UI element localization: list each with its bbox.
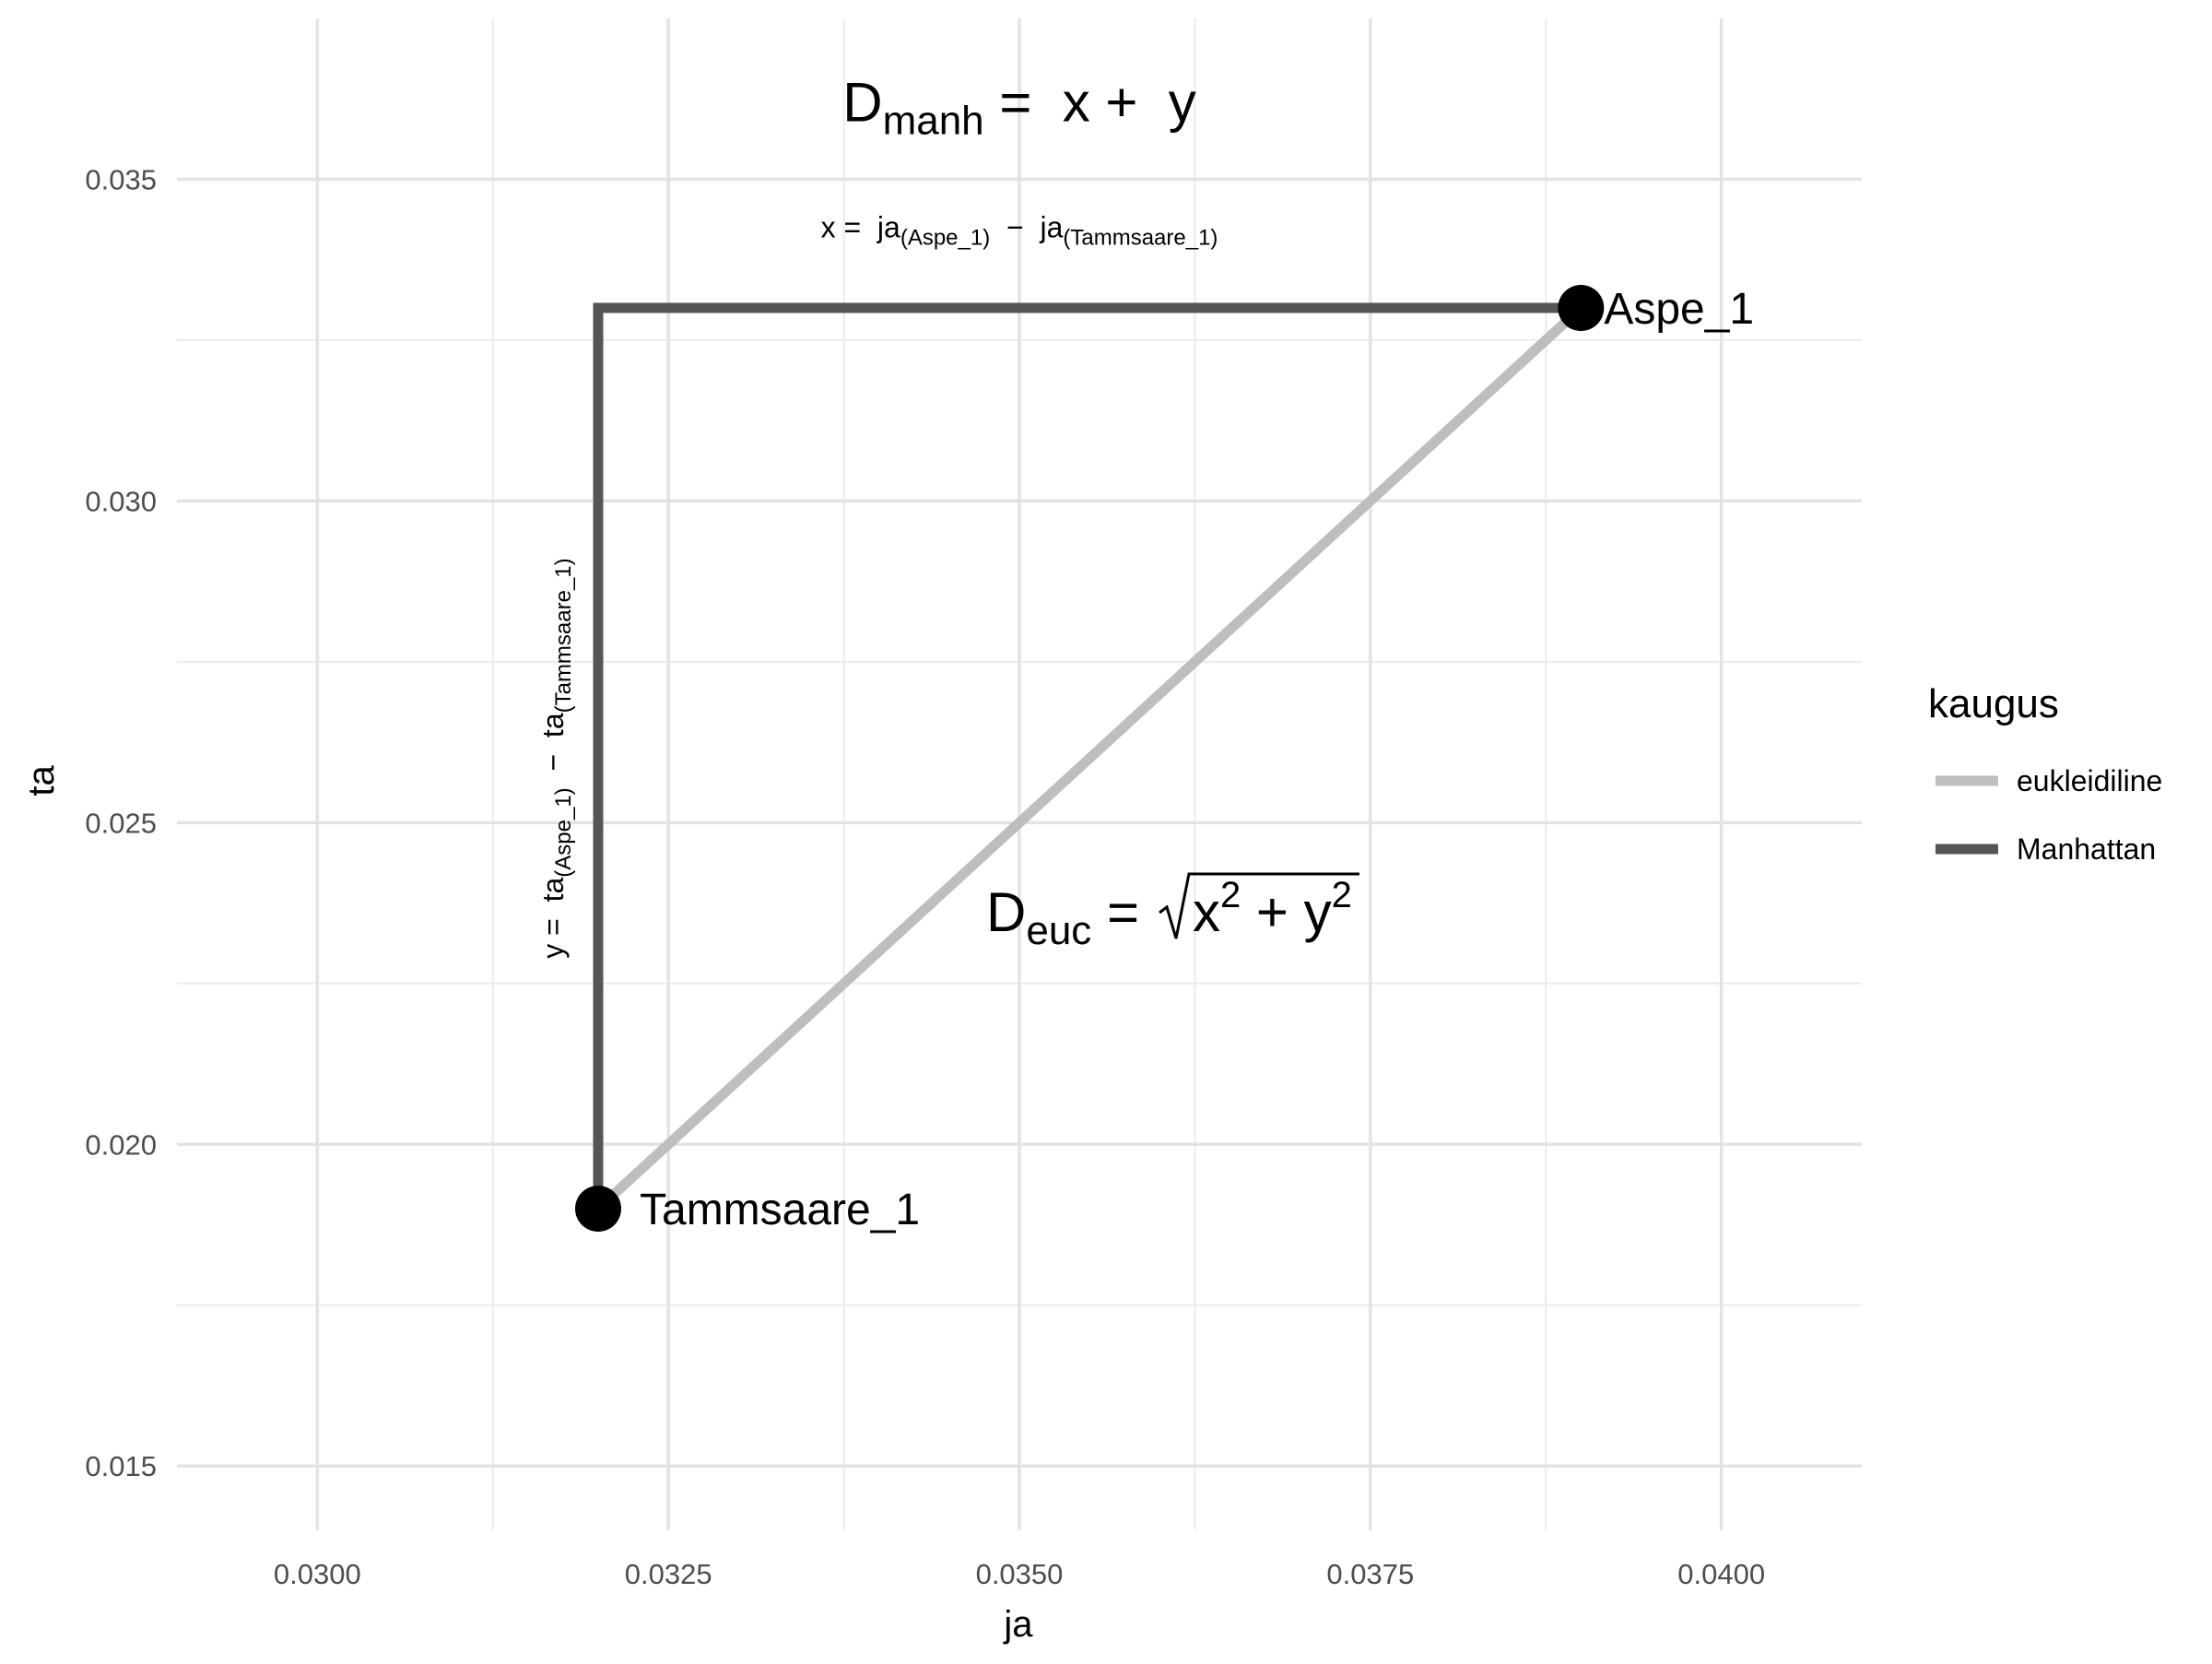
svg-text:y = ta(Aspe_1) − ta(Tammsaa: y = ta(Aspe_1) − ta(Tammsaare_1) [536,558,576,958]
y-formula-mid: − ta [536,713,570,787]
x-formula-sub2: (Tammsaare_1) [1063,225,1218,250]
d-manh-symbol: D [842,72,882,134]
y-axis: 0.015 0.020 0.025 0.030 0.035 [85,163,157,1482]
y-formula-sub1: (Aspe_1) [551,787,576,877]
point-tammsaare_1 [575,1186,621,1233]
x-tick-label: 0.0400 [1677,1558,1765,1590]
y-formula-sub2: (Tammsaare_1) [551,558,576,713]
series-line-manhattan [593,302,1582,1210]
x-axis: 0.0300 0.0325 0.0350 0.0375 0.0400 [274,1558,1765,1590]
svg-text:x = ja(Aspe_1) − ja(Tammsaa: x = ja(Aspe_1) − ja(Tammsaare_1) [821,210,1218,250]
svg-text:Dmanh = x + y: Dmanh = x + y [842,72,1196,144]
annotation-d-manh: Dmanh = x + y [842,72,1196,144]
y-tick-label: 0.030 [85,485,157,517]
grid-major [177,18,1862,1530]
x-tick-label: 0.0375 [1326,1558,1414,1590]
y-tick-label: 0.015 [85,1450,157,1482]
x-formula-mid: − ja [990,210,1063,243]
legend: kaugus eukleidiline Manhattan [1928,681,2162,866]
x-tick-label: 0.0325 [625,1558,712,1590]
d-manh-subscript: manh [883,99,984,144]
d-euc-symbol: D [986,881,1026,943]
point-label: Tammsaare_1 [640,1186,920,1234]
d-euc-sup-y: 2 [1332,875,1352,915]
x-formula-start: x = ja [821,210,900,243]
y-formula-start: y = ta [536,878,570,959]
d-euc-radicand-x: x [1193,881,1220,943]
d-manh-expression: = x + y [984,72,1196,134]
x-formula-sub1: (Aspe_1) [900,225,990,250]
y-tick-label: 0.035 [85,163,157,195]
y-tick-label: 0.020 [85,1128,157,1161]
d-euc-equals: = [1091,881,1154,943]
svg-text:x2 + y2: x2 + y2 [1193,875,1352,943]
x-tick-label: 0.0300 [274,1558,361,1590]
legend-label: Manhattan [2017,832,2156,866]
d-euc-radicand-y: + y [1241,881,1331,943]
point-aspe_1 [1558,285,1605,332]
annotation-d-euc: Deuc = x2 + y2 [986,872,1359,953]
annotation-y-formula: y = ta(Aspe_1) − ta(Tammsaare_1) [536,558,576,958]
y-axis-label: ta [21,765,62,797]
d-euc-sup-x: 2 [1220,875,1241,915]
x-axis-label: ja [1003,1604,1033,1645]
series-layer [593,302,1585,1213]
x-tick-label: 0.0350 [976,1558,1064,1590]
y-tick-label: 0.025 [85,807,157,839]
legend-label: eukleidiline [2017,764,2162,797]
d-euc-subscript: euc [1026,908,1091,953]
sqrt-sign [1159,872,1359,939]
annotation-x-formula: x = ja(Aspe_1) − ja(Tammsaare_1) [821,210,1218,250]
point-label: Aspe_1 [1604,285,1754,334]
points-layer: Tammsaare_1 Aspe_1 [575,285,1754,1234]
svg-text:Deuc =: Deuc = [986,881,1155,953]
series-line-eukleidiline [594,303,1585,1213]
legend-title: kaugus [1928,681,2059,726]
